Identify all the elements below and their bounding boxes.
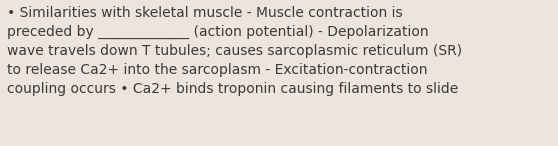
Text: • Similarities with skeletal muscle - Muscle contraction is
preceded by ________: • Similarities with skeletal muscle - Mu…: [7, 6, 462, 96]
